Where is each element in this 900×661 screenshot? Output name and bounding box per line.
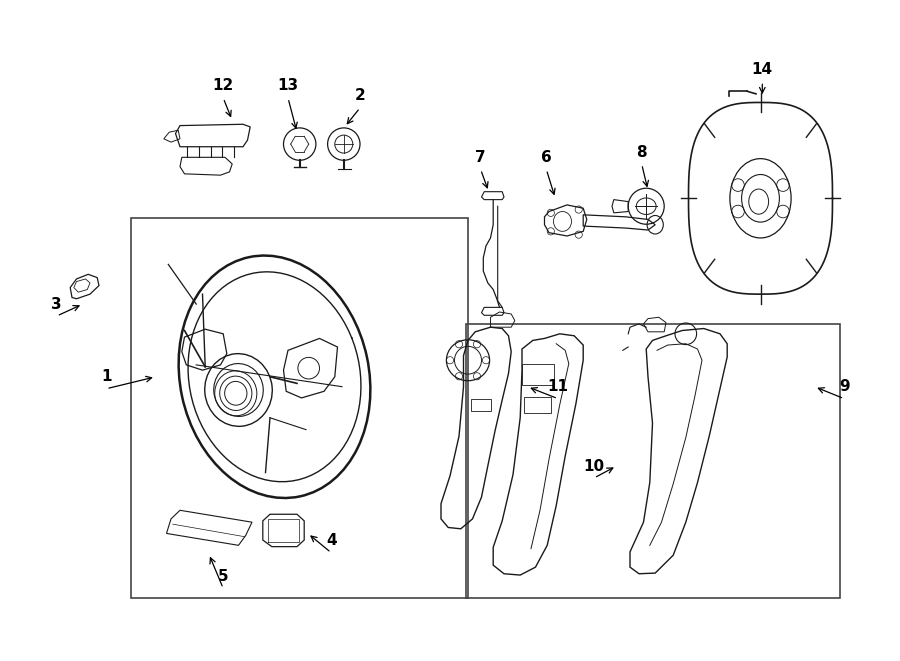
Text: 13: 13 [277, 79, 299, 93]
Text: 5: 5 [218, 569, 229, 584]
Bar [471, 399, 491, 411]
Text: 14: 14 [752, 62, 773, 77]
Text: 12: 12 [212, 79, 234, 93]
Text: 2: 2 [355, 89, 365, 103]
Text: 4: 4 [326, 533, 337, 548]
Bar [522, 364, 554, 385]
Text: 11: 11 [547, 379, 569, 394]
Text: 1: 1 [101, 369, 112, 384]
Text: 9: 9 [839, 379, 850, 394]
Bar [524, 397, 551, 413]
Text: 3: 3 [51, 297, 62, 311]
Bar [130, 218, 468, 598]
Text: 8: 8 [636, 145, 647, 159]
Text: 7: 7 [475, 150, 486, 165]
Text: 10: 10 [583, 459, 605, 473]
Text: 6: 6 [541, 150, 552, 165]
Bar [466, 324, 840, 598]
